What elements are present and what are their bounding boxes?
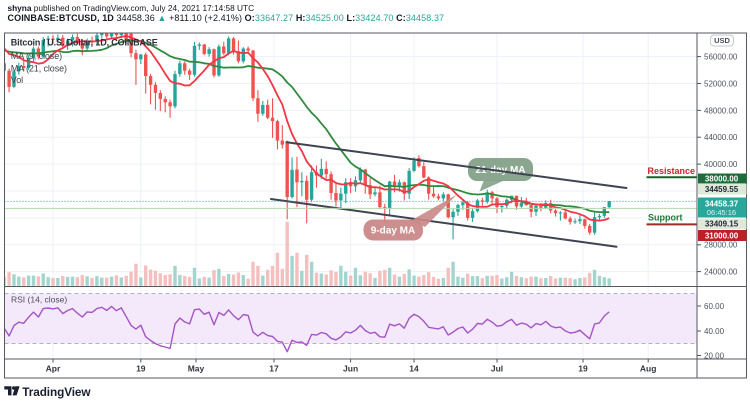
svg-text:40.00: 40.00 bbox=[704, 327, 725, 336]
svg-text:COINBASE:BTCUSD, 1D 34458.36 ▲: COINBASE:BTCUSD, 1D 34458.36 ▲ +811.10 (… bbox=[8, 13, 445, 23]
svg-text:33409.15: 33409.15 bbox=[705, 220, 739, 229]
svg-text:USD: USD bbox=[714, 36, 730, 45]
svg-text:Jul: Jul bbox=[491, 364, 503, 374]
svg-text:19: 19 bbox=[136, 364, 146, 374]
svg-text:Aug: Aug bbox=[640, 364, 657, 374]
svg-text:52000.00: 52000.00 bbox=[704, 79, 738, 88]
svg-text:34459.55: 34459.55 bbox=[705, 185, 739, 194]
svg-text:34458.37: 34458.37 bbox=[705, 200, 739, 209]
svg-text:19: 19 bbox=[578, 364, 588, 374]
svg-text:MA (21, close): MA (21, close) bbox=[11, 64, 67, 74]
svg-text:60.00: 60.00 bbox=[704, 302, 725, 311]
svg-text:Bitcoin / U.S. Dollar, 1D, COI: Bitcoin / U.S. Dollar, 1D, COINBASE bbox=[11, 38, 158, 48]
svg-text:Apr: Apr bbox=[46, 364, 61, 374]
svg-text:56000.00: 56000.00 bbox=[704, 53, 738, 62]
svg-text:Support: Support bbox=[648, 212, 683, 222]
svg-text:20.00: 20.00 bbox=[704, 351, 725, 360]
svg-text:44000.00: 44000.00 bbox=[704, 133, 738, 142]
svg-text:38000.00: 38000.00 bbox=[705, 174, 739, 183]
svg-text:MA (9, close): MA (9, close) bbox=[11, 51, 62, 61]
svg-text:24000.00: 24000.00 bbox=[704, 268, 738, 277]
svg-text:TradingView: TradingView bbox=[22, 385, 91, 399]
svg-text:48000.00: 48000.00 bbox=[704, 106, 738, 115]
svg-text:Resistance: Resistance bbox=[648, 166, 696, 176]
svg-text:Jun: Jun bbox=[343, 364, 358, 374]
svg-text:Vol: Vol bbox=[11, 75, 23, 85]
svg-text:9-day MA: 9-day MA bbox=[371, 226, 415, 237]
svg-text:17: 17 bbox=[269, 364, 279, 374]
svg-text:31000.00: 31000.00 bbox=[705, 231, 739, 240]
svg-text:RSI (14, close): RSI (14, close) bbox=[11, 295, 67, 305]
svg-text:28000.00: 28000.00 bbox=[704, 241, 738, 250]
svg-text:06:45:16: 06:45:16 bbox=[707, 208, 736, 217]
svg-text:40000.00: 40000.00 bbox=[704, 160, 738, 169]
svg-text:May: May bbox=[188, 364, 205, 374]
svg-text:shyna published on TradingView: shyna published on TradingView.com, July… bbox=[8, 3, 255, 13]
svg-text:14: 14 bbox=[409, 364, 419, 374]
